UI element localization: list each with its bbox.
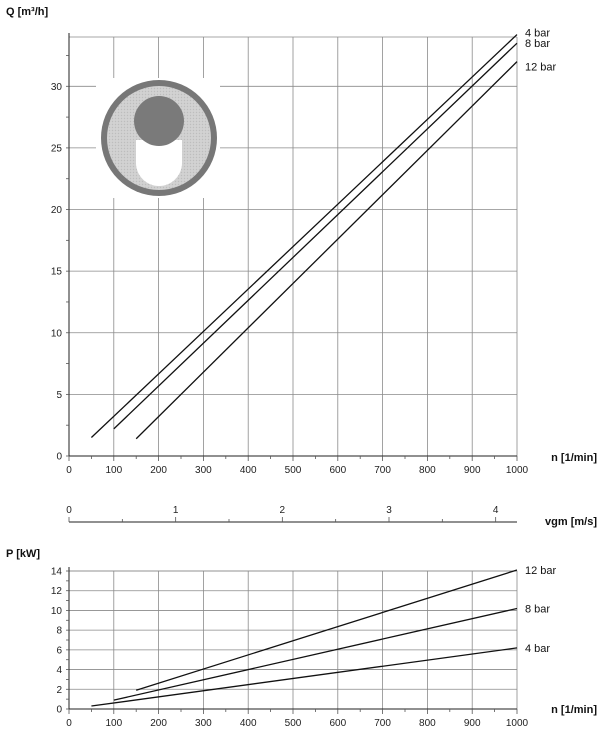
y-tick-label: 12 bbox=[51, 586, 63, 597]
series-label-12-bar: 12 bar bbox=[525, 565, 557, 577]
velocity-tick-label: 3 bbox=[386, 505, 392, 516]
series-line-12-bar bbox=[135, 61, 518, 440]
x-tick-label: 400 bbox=[240, 465, 257, 476]
velocity-axis-ticks: 0 1 2 3 4 bbox=[66, 505, 499, 522]
power-chart-y-axis-title: P [kW] bbox=[6, 548, 40, 560]
velocity-axis: 0 1 2 3 4 vgm [m/s] bbox=[66, 505, 597, 528]
velocity-axis-title: vgm [m/s] bbox=[545, 516, 597, 528]
pump-slot bbox=[136, 140, 182, 186]
series-line-8-bar bbox=[113, 42, 518, 430]
series-label-4-bar: 4 bar bbox=[525, 643, 550, 655]
velocity-tick-label: 1 bbox=[173, 505, 179, 516]
flow-rate-chart: 0 100 200 300 400 500 600 700 800 900 1000 0 5 10 15 20… bbox=[6, 6, 597, 476]
y-tick-label: 2 bbox=[56, 685, 62, 696]
series-label-8-bar: 8 bar bbox=[525, 603, 550, 615]
power-chart-series-labels: 12 bar 8 bar 4 bar bbox=[525, 565, 557, 655]
y-tick-label: 6 bbox=[56, 645, 62, 656]
power-chart-axes bbox=[66, 567, 518, 714]
y-tick-label: 25 bbox=[51, 143, 63, 154]
flow-chart-tick-labels: 0 100 200 300 400 500 600 700 800 900 1000 0 5 10 15 20… bbox=[51, 82, 529, 476]
y-tick-label: 0 bbox=[56, 705, 62, 716]
x-tick-label: 400 bbox=[240, 718, 257, 729]
x-tick-label: 200 bbox=[150, 465, 167, 476]
y-tick-label: 15 bbox=[51, 267, 63, 278]
y-tick-label: 10 bbox=[51, 606, 63, 617]
y-tick-label: 8 bbox=[56, 626, 62, 637]
series-label-8-bar: 8 bar bbox=[525, 38, 550, 50]
x-tick-label: 1000 bbox=[506, 718, 529, 729]
x-tick-label: 700 bbox=[374, 465, 391, 476]
x-tick-label: 1000 bbox=[506, 465, 529, 476]
y-tick-label: 14 bbox=[51, 567, 63, 578]
series-line-12-bar bbox=[136, 569, 518, 691]
series-line-4-bar bbox=[90, 34, 518, 438]
power-chart: 0 100 200 300 400 500 600 700 800 900 1000 0 2 4 6 8 10 1… bbox=[6, 548, 597, 729]
series-line-4-bar bbox=[91, 647, 518, 707]
series-label-12-bar: 12 bar bbox=[525, 62, 557, 74]
velocity-tick-label: 2 bbox=[280, 505, 286, 516]
pump-rotor bbox=[134, 96, 184, 146]
x-tick-label: 900 bbox=[464, 465, 481, 476]
y-tick-label: 20 bbox=[51, 205, 63, 216]
x-tick-label: 600 bbox=[329, 465, 346, 476]
x-tick-label: 0 bbox=[66, 465, 72, 476]
flow-chart-grid bbox=[69, 36, 518, 456]
x-tick-label: 100 bbox=[105, 718, 122, 729]
power-chart-grid bbox=[69, 570, 518, 709]
series-line-8-bar bbox=[113, 607, 518, 701]
y-tick-label: 0 bbox=[56, 452, 62, 463]
flow-chart-axes bbox=[66, 33, 518, 461]
x-tick-label: 100 bbox=[105, 465, 122, 476]
flow-chart-series bbox=[90, 34, 518, 440]
x-tick-label: 200 bbox=[150, 718, 167, 729]
x-tick-label: 0 bbox=[66, 718, 72, 729]
y-tick-label: 5 bbox=[56, 390, 62, 401]
power-chart-series bbox=[91, 569, 518, 707]
x-tick-label: 600 bbox=[329, 718, 346, 729]
x-tick-label: 800 bbox=[419, 718, 436, 729]
flow-chart-x-axis-title: n [1/min] bbox=[551, 452, 597, 464]
x-tick-label: 300 bbox=[195, 465, 212, 476]
y-tick-label: 30 bbox=[51, 82, 63, 93]
series-label-4-bar: 4 bar bbox=[525, 28, 550, 40]
power-chart-tick-labels: 0 100 200 300 400 500 600 700 800 900 1000 0 2 4 6 8 10 1… bbox=[51, 567, 529, 730]
flow-chart-y-axis-title: Q [m³/h] bbox=[6, 6, 48, 18]
x-tick-label: 500 bbox=[285, 718, 302, 729]
y-tick-label: 10 bbox=[51, 328, 63, 339]
x-tick-label: 500 bbox=[285, 465, 302, 476]
x-tick-label: 800 bbox=[419, 465, 436, 476]
x-tick-label: 300 bbox=[195, 718, 212, 729]
y-tick-label: 4 bbox=[56, 665, 62, 676]
x-tick-label: 700 bbox=[374, 718, 391, 729]
velocity-tick-label: 4 bbox=[493, 505, 499, 516]
x-tick-label: 900 bbox=[464, 718, 481, 729]
power-chart-x-axis-title: n [1/min] bbox=[551, 704, 597, 716]
velocity-tick-label: 0 bbox=[66, 505, 72, 516]
pump-cross-section-icon bbox=[96, 78, 220, 198]
